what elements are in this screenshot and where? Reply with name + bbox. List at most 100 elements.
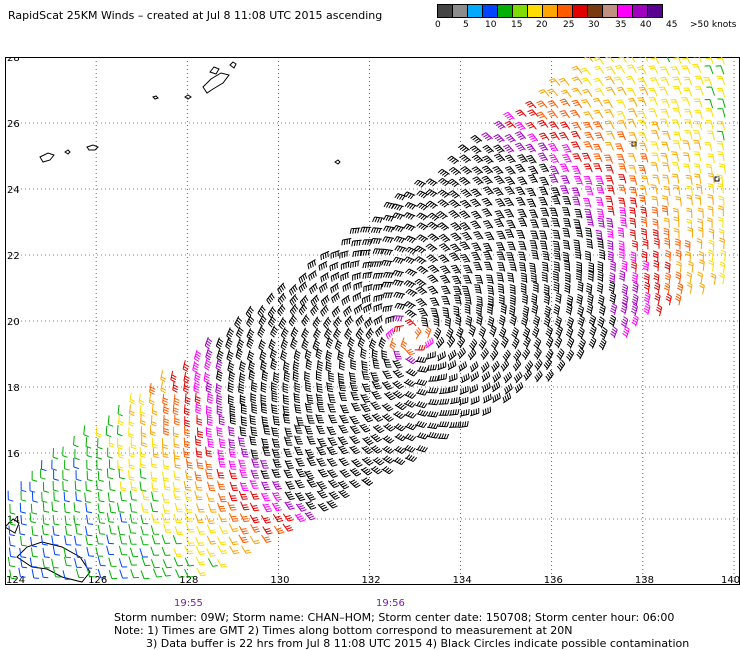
wind-barb: [604, 76, 615, 85]
wind-barb: [693, 151, 702, 162]
wind-barb: [630, 251, 637, 263]
wind-barb: [482, 144, 495, 154]
wind-barb: [531, 293, 538, 305]
wind-barb: [108, 459, 115, 471]
wind-barb: [293, 349, 301, 362]
wind-barb: [228, 469, 238, 479]
wind-barb: [553, 281, 560, 293]
wind-barb: [216, 404, 223, 416]
wind-barb: [707, 153, 715, 164]
wind-barb: [471, 154, 484, 164]
wind-barb: [193, 349, 202, 362]
wind-barb: [260, 393, 267, 405]
wind-barb: [571, 165, 581, 175]
wind-barb: [238, 436, 246, 447]
wind-barb: [437, 373, 447, 381]
wind-barb: [650, 77, 660, 86]
wind-barb: [493, 175, 505, 185]
wind-barb: [227, 394, 234, 406]
wind-barb: [511, 327, 519, 340]
wind-barb: [204, 336, 213, 350]
wind-barb: [558, 132, 570, 141]
wind-barb: [555, 292, 562, 304]
wind-barb: [129, 547, 139, 557]
wind-barb: [338, 381, 346, 392]
wind-barb: [382, 272, 395, 279]
wind-barb: [349, 467, 362, 477]
wind-barb: [280, 349, 288, 362]
wind-barb: [96, 448, 103, 460]
wind-barb: [414, 344, 426, 351]
wind-barb: [128, 535, 137, 545]
wind-barb: [283, 436, 293, 446]
wind-barb: [247, 350, 255, 363]
wind-barb: [337, 445, 349, 455]
wind-barb: [573, 219, 582, 230]
wind-barb: [194, 392, 201, 404]
wind-barb: [361, 370, 370, 380]
wind-barb: [351, 239, 362, 247]
island-outline: [631, 141, 637, 147]
wind-barb: [62, 570, 71, 580]
wind-barb: [606, 185, 615, 195]
wind-barb: [604, 109, 615, 118]
wind-barb: [699, 282, 705, 295]
wind-barb: [315, 425, 326, 435]
wind-barb: [371, 413, 384, 422]
wind-barb: [385, 315, 395, 324]
wind-barb: [282, 394, 290, 405]
wind-barb: [577, 305, 584, 318]
wind-barb: [151, 403, 158, 416]
wind-barb: [487, 295, 494, 307]
wind-barb: [348, 371, 357, 382]
wind-barb: [375, 325, 384, 337]
image-title: RapidScat 25KM Winds – created at Jul 8 …: [8, 9, 383, 22]
wind-barb: [7, 490, 14, 502]
wind-barb: [73, 435, 79, 448]
wind-barb: [621, 316, 629, 329]
wind-barb: [642, 260, 649, 272]
wind-barb: [681, 65, 691, 75]
wind-barb: [451, 275, 462, 285]
wind-barb: [326, 458, 338, 467]
wind-barb: [260, 360, 267, 372]
wind-barb: [294, 403, 302, 414]
wind-barb: [383, 225, 395, 233]
wind-barb: [328, 414, 338, 424]
wind-barb: [52, 515, 60, 526]
latitude-tick-label: 20: [7, 317, 20, 328]
wind-barb: [271, 448, 281, 458]
wind-barb: [363, 303, 372, 314]
wind-barb: [618, 240, 625, 252]
wind-barbs: [7, 57, 727, 580]
wind-barb: [504, 154, 516, 164]
wind-barb: [404, 235, 417, 244]
wind-barb: [585, 282, 593, 295]
wind-barb: [95, 534, 104, 545]
wind-barb: [454, 314, 462, 327]
wind-barb: [280, 338, 289, 351]
wind-barb: [361, 445, 373, 455]
wind-barb: [40, 468, 46, 480]
wind-barb: [643, 302, 651, 315]
wind-barb: [8, 525, 15, 537]
wind-barb: [271, 502, 282, 512]
wind-barb: [627, 118, 637, 128]
wind-barb: [405, 288, 418, 297]
wind-barb: [694, 173, 702, 184]
wind-barb: [381, 349, 388, 361]
wind-barb: [415, 388, 428, 396]
wind-barb: [299, 294, 309, 307]
wind-barb: [42, 481, 49, 493]
wind-barb: [325, 336, 334, 349]
wind-barb: [393, 291, 406, 299]
wind-barb: [393, 423, 406, 432]
wind-barb: [415, 401, 428, 409]
wind-barb: [484, 231, 495, 241]
wind-barb: [637, 77, 648, 87]
wind-barb: [693, 57, 702, 63]
wind-barb: [7, 556, 15, 568]
wind-barb: [403, 433, 417, 442]
wind-barb: [605, 130, 616, 140]
wind-barb: [316, 481, 328, 490]
